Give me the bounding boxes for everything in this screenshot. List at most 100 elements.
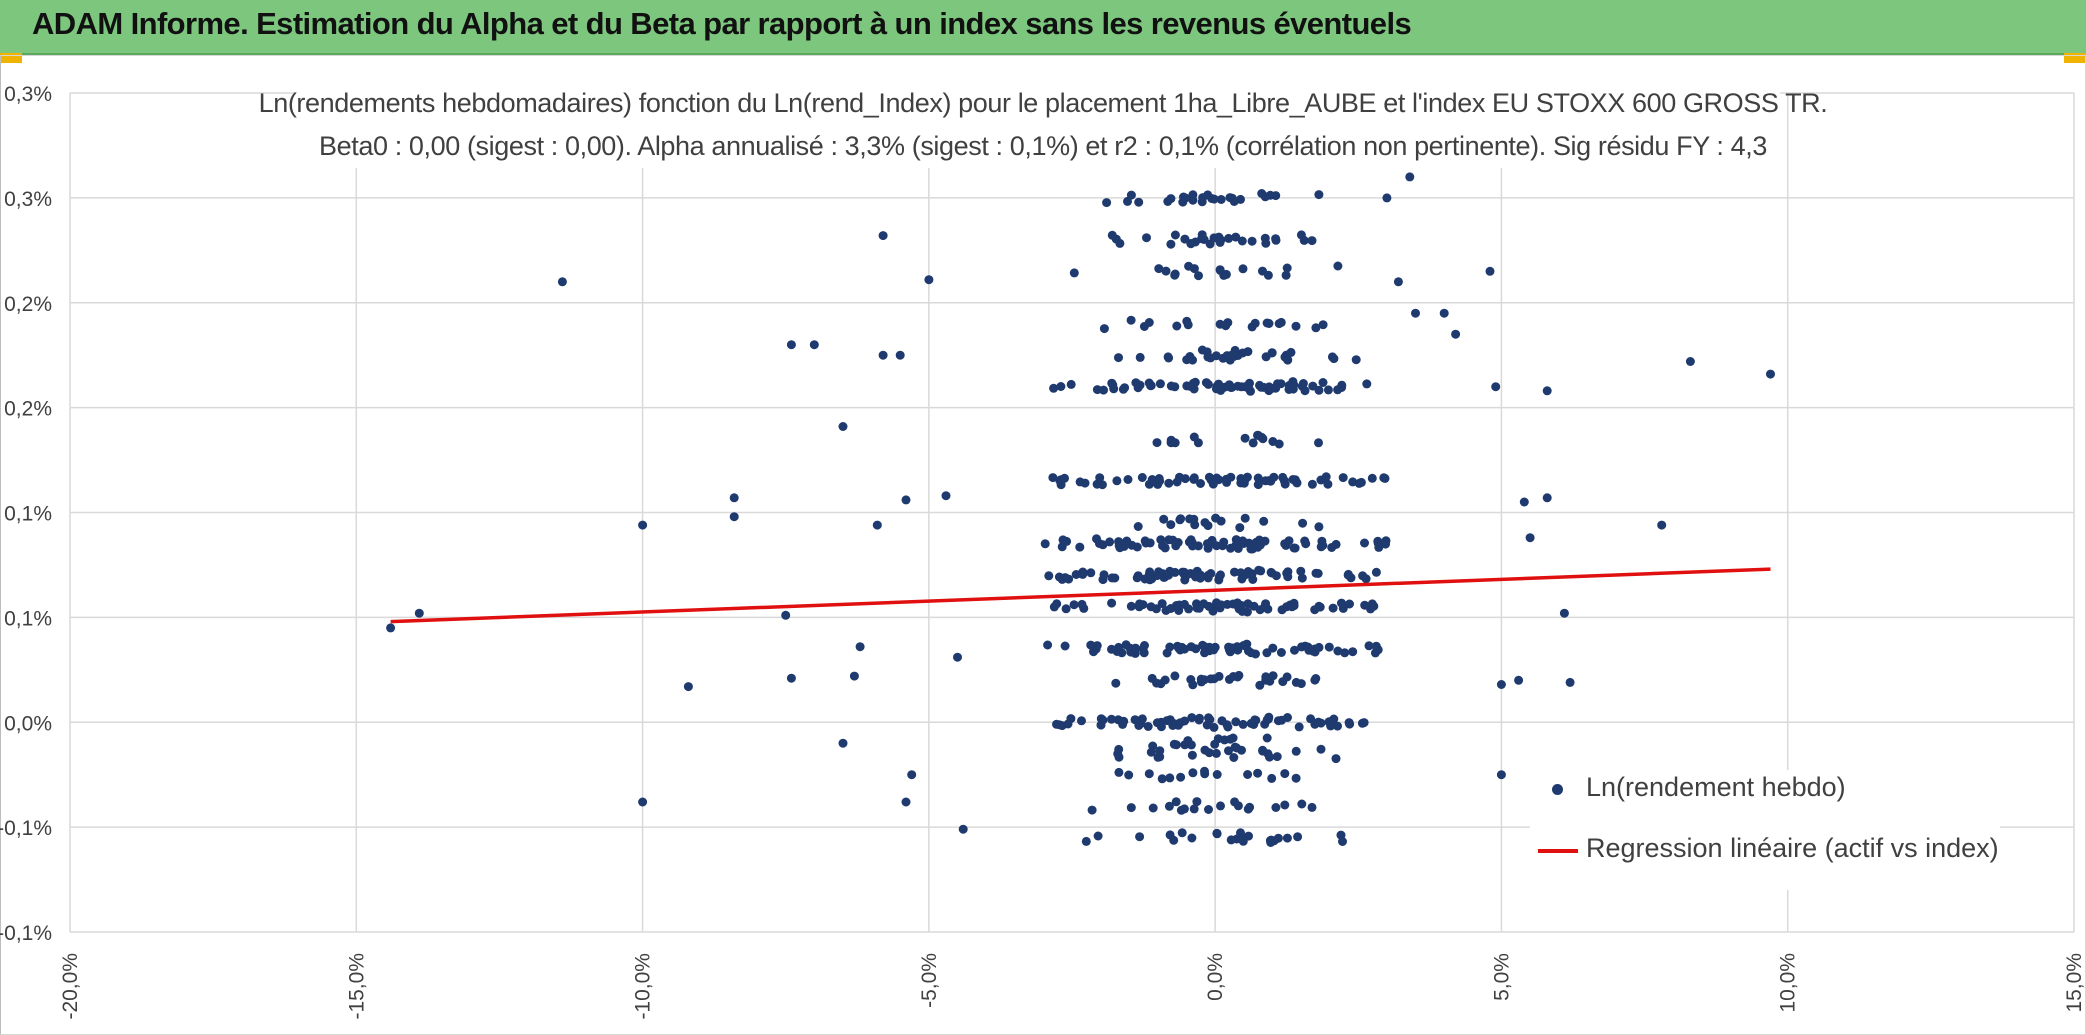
data-point-685: [1193, 541, 1203, 551]
data-point-619: [1214, 572, 1224, 582]
data-point-48: [1114, 767, 1124, 777]
data-point-445: [1261, 238, 1271, 248]
data-point-731: [1323, 479, 1333, 489]
data-point-802: [953, 652, 962, 662]
data-point-392: [1172, 321, 1182, 331]
data-point-555: [1276, 648, 1286, 657]
data-point-431: [1170, 230, 1180, 240]
data-point-820: [1565, 677, 1575, 687]
data-point-187: [1171, 601, 1181, 610]
data-point-515: [1077, 716, 1086, 726]
data-point-472: [1188, 190, 1198, 200]
data-point-793: [872, 520, 882, 530]
data-point-797: [901, 495, 911, 505]
data-point-754: [1107, 378, 1117, 388]
data-point-138: [1282, 672, 1292, 682]
data-point-132: [1188, 680, 1198, 690]
data-point-51: [1188, 768, 1198, 778]
data-point-720: [1338, 473, 1348, 483]
data-point-651: [1098, 575, 1108, 585]
data-point-653: [1064, 574, 1074, 584]
data-point-23: [1282, 833, 1292, 843]
data-point-136: [1214, 671, 1224, 681]
data-point-16: [1273, 833, 1283, 843]
data-point-105: [1209, 722, 1219, 732]
data-point-143: [1261, 675, 1271, 685]
data-point-654: [1170, 567, 1180, 577]
data-point-730: [1144, 479, 1154, 489]
data-point-310: [1152, 438, 1162, 448]
chart-title-background: [296, 86, 1780, 168]
data-point-100: [1187, 713, 1197, 723]
data-point-558: [1324, 642, 1334, 652]
regression-line: [390, 567, 1771, 624]
data-point-648: [1247, 569, 1257, 579]
data-point-527: [1063, 719, 1073, 729]
data-point-735: [1048, 473, 1058, 483]
data-point-137: [1152, 678, 1162, 688]
data-point-25: [1171, 797, 1181, 807]
data-point-696: [1115, 543, 1125, 553]
data-point-519: [1119, 716, 1129, 726]
data-point-667: [1231, 541, 1240, 551]
data-point-788: [809, 340, 819, 350]
data-point-822: [1657, 520, 1667, 530]
data-point-444: [1107, 230, 1117, 240]
data-point-142: [1206, 674, 1216, 684]
data-point-811: [1491, 382, 1501, 392]
data-point-9: [1135, 832, 1145, 842]
data-point-50: [1280, 769, 1290, 779]
data-point-787: [786, 340, 796, 350]
data-point-275: [1240, 513, 1250, 523]
data-point-403: [1183, 320, 1193, 330]
data-point-824: [1766, 369, 1775, 379]
data-point-37: [1307, 802, 1317, 812]
data-point-265: [1156, 535, 1166, 545]
data-point-18: [1081, 836, 1091, 846]
data-point-755: [1308, 381, 1318, 391]
data-point-592: [1049, 602, 1059, 612]
data-point-52: [1176, 772, 1186, 782]
data-point-566: [1191, 644, 1201, 654]
data-point-140: [1228, 672, 1238, 681]
data-point-276: [1190, 520, 1200, 530]
data-point-251: [1160, 543, 1170, 553]
data-point-729: [1253, 473, 1263, 483]
data-point-628: [1143, 573, 1153, 583]
data-point-459: [1178, 197, 1188, 207]
y-tick-label-6: 0,2%: [4, 293, 52, 316]
data-point-79: [1263, 749, 1273, 759]
y-tick-label-7: 0,3%: [4, 188, 52, 211]
data-point-89: [1232, 743, 1242, 753]
data-point-695: [1098, 540, 1108, 550]
data-point-382: [1211, 351, 1221, 361]
data-point-499: [1107, 714, 1116, 724]
data-point-525: [1260, 719, 1270, 729]
data-point-390: [1250, 318, 1260, 328]
data-point-817: [1542, 493, 1552, 503]
data-point-669: [1075, 542, 1085, 552]
data-point-93: [1210, 739, 1220, 749]
data-point-530: [1329, 714, 1339, 724]
data-point-544: [1060, 641, 1070, 651]
data-point-718: [1095, 473, 1105, 483]
data-point-31: [1179, 804, 1189, 814]
data-point-6: [1293, 832, 1303, 842]
data-point-510: [1333, 721, 1342, 731]
data-point-270: [1133, 522, 1143, 531]
x-tick-label-4: 0,0%: [1204, 953, 1227, 1001]
data-point-724: [1292, 478, 1302, 488]
data-point-710: [1367, 473, 1377, 483]
data-point-172: [1262, 648, 1272, 658]
data-point-273: [1298, 518, 1308, 528]
data-point-682: [1373, 536, 1383, 546]
data-point-306: [1196, 479, 1205, 488]
data-point-402: [1144, 318, 1154, 327]
data-point-733: [1112, 476, 1122, 486]
data-point-30: [1087, 805, 1097, 815]
y-tick-label-8: 0,3%: [4, 83, 52, 106]
data-point-417: [1281, 270, 1291, 280]
data-point-681: [1219, 537, 1229, 547]
data-point-401: [1274, 319, 1284, 329]
